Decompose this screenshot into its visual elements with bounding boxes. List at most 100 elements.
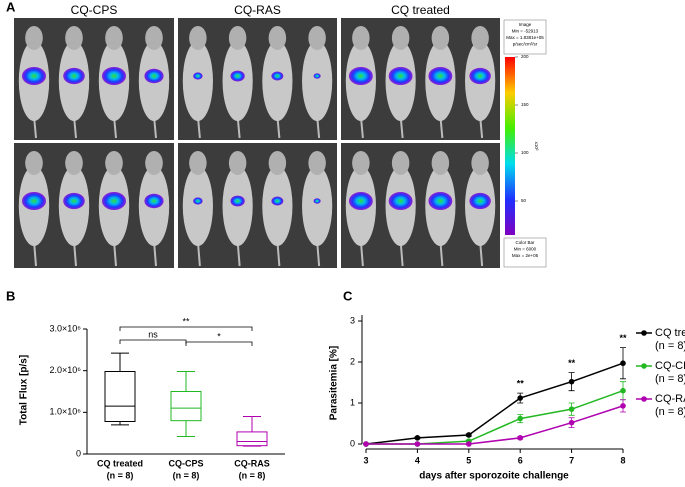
colorbar-unit: x10³ — [534, 142, 539, 151]
point — [363, 441, 369, 447]
signal — [313, 73, 321, 79]
significance-bracket — [119, 326, 253, 331]
legend-label: CQ treated — [655, 327, 685, 339]
legend-marker — [641, 363, 647, 369]
legend-marker — [641, 330, 647, 336]
mouse-head — [471, 26, 489, 50]
significance-label: * — [217, 331, 221, 341]
point — [414, 441, 421, 447]
legend-marker — [641, 396, 647, 402]
mouse-head — [308, 151, 326, 175]
signal — [63, 67, 85, 85]
mouse-head — [105, 151, 123, 175]
x-tick-label: 7 — [569, 455, 574, 465]
series-line — [366, 405, 624, 445]
mouse-head — [308, 26, 326, 50]
point — [517, 415, 523, 422]
mouse-head — [268, 151, 287, 175]
y-axis-label: Parasitemia [%] — [329, 346, 340, 420]
info-text: p/sec/cm²/sr — [513, 42, 538, 47]
significance-label: ** — [517, 379, 525, 389]
significance-bracket — [119, 339, 187, 344]
column-title: CQ-CPS — [71, 3, 118, 17]
signal — [22, 67, 46, 85]
y-tick-label: 0 — [350, 438, 355, 448]
y-tick-label: 1 — [350, 397, 355, 407]
point — [568, 406, 575, 412]
panel-label: A — [6, 0, 16, 14]
mouse-head — [25, 151, 43, 175]
y-tick-label: 2 — [350, 356, 355, 366]
point — [620, 387, 626, 394]
color-bar — [505, 57, 515, 235]
y-tick-label: 0 — [76, 448, 81, 458]
signal — [230, 70, 245, 82]
signal — [230, 195, 245, 207]
colorbar-tick-label: 50 — [521, 198, 527, 203]
mouse-head — [471, 151, 489, 175]
significance-label: ** — [568, 358, 576, 368]
series-line — [365, 362, 624, 445]
legend-sublabel: (n = 8) — [655, 340, 685, 352]
mouse-head — [228, 151, 247, 175]
box — [170, 391, 202, 422]
info-box — [503, 237, 547, 268]
x-tick-sublabel: (n = 8) — [173, 470, 200, 480]
signal — [313, 198, 321, 204]
signal — [388, 67, 413, 85]
x-tick-label: 6 — [518, 455, 523, 465]
x-tick-sublabel: (n = 8) — [239, 470, 266, 480]
point — [620, 403, 626, 409]
photo-grid — [14, 18, 500, 268]
mouse-body — [262, 41, 293, 121]
mouse-head — [352, 26, 370, 50]
mouse-head — [189, 151, 207, 175]
info-box — [503, 19, 547, 55]
signal — [271, 196, 284, 206]
point — [466, 432, 472, 438]
x-tick-label: CQ-CPS — [168, 458, 203, 468]
significance-label: ** — [619, 333, 627, 343]
column-title: CQ treated — [391, 3, 450, 17]
point — [568, 419, 575, 426]
mouse-body — [182, 41, 213, 121]
info-text: Image — [519, 22, 532, 27]
legend-label: CQ-RAS — [655, 393, 685, 405]
panel-label: B — [6, 288, 15, 303]
signal — [193, 72, 203, 80]
info-text: Color Bar — [515, 240, 535, 245]
y-tick-label: 3 — [350, 315, 355, 325]
colorbar-tick-label: 150 — [521, 102, 529, 107]
signal — [428, 67, 453, 85]
mouse-body — [302, 166, 333, 246]
signal — [144, 68, 164, 84]
x-tick-label: 5 — [466, 455, 471, 465]
mouse-head — [268, 26, 287, 50]
signal — [144, 193, 164, 209]
signal — [348, 67, 373, 85]
x-tick-label: CQ treated — [97, 458, 143, 468]
signal — [271, 71, 284, 81]
mouse-head — [352, 151, 370, 175]
legend-sublabel: (n = 8) — [655, 406, 685, 418]
legend-label: CQ-CPS — [655, 360, 685, 372]
info-text: Min = -52913 — [512, 29, 539, 34]
point — [414, 435, 421, 441]
colorbar-tick-label: 100 — [521, 150, 529, 155]
column-title: CQ-RAS — [234, 3, 281, 17]
signal — [348, 192, 373, 210]
significance-bracket — [185, 341, 253, 346]
x-tick-label: 8 — [620, 455, 625, 465]
signal — [469, 192, 491, 210]
point — [517, 435, 523, 441]
mouse-body — [262, 166, 293, 246]
legend-sublabel: (n = 8) — [655, 373, 685, 385]
mouse-head — [65, 26, 83, 50]
significance-label: ns — [148, 329, 158, 339]
signal — [102, 192, 126, 210]
x-tick-label: 3 — [363, 455, 368, 465]
point — [517, 395, 523, 401]
mouse-head — [65, 151, 83, 175]
